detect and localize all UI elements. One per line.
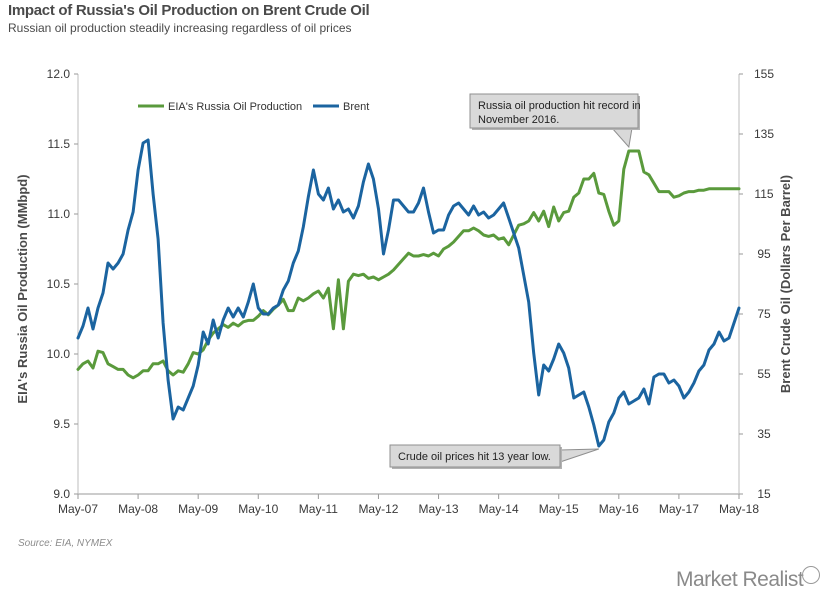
y-right-tick-label: 35 xyxy=(757,427,771,441)
series-line-brent xyxy=(76,138,741,448)
y-left-tick-label: 11.0 xyxy=(48,207,71,221)
annotation-box xyxy=(469,93,639,129)
annotation-text: Russia oil production hit record in xyxy=(478,100,641,112)
y-axis-right-label: Brent Crude Oil (Dollars Per Barrel) xyxy=(778,175,793,393)
source-note: Source: EIA, NYMEX xyxy=(18,538,113,549)
annotation-pointer xyxy=(559,448,599,463)
annotation-text: November 2016. xyxy=(478,114,559,126)
y-left-tick-label: 9.0 xyxy=(53,487,70,501)
series-line-russia-production xyxy=(76,149,741,380)
y-left-tick-label: 10.0 xyxy=(47,347,71,361)
dual-axis-line-chart: 9.0 9.5 10.0 10.5 11.0 11.5 12.0 15 35 55 75 95 115 1… xyxy=(15,67,793,516)
x-tick-label: May-07 xyxy=(58,502,98,516)
x-tick-label: May-17 xyxy=(659,502,699,516)
y-right-tick-label: 95 xyxy=(757,247,771,261)
y-right-tick-label: 55 xyxy=(757,367,771,381)
x-tick-label: May-16 xyxy=(599,502,639,516)
x-tick-label: May-11 xyxy=(299,502,338,516)
legend-label: Brent xyxy=(343,101,369,113)
brand-logo: Market Realist xyxy=(676,568,804,591)
x-tick-label: May-08 xyxy=(118,502,158,516)
y-right-tick-label: 15 xyxy=(757,487,771,501)
x-tick-label: May-10 xyxy=(238,502,278,516)
x-tick-label: May-13 xyxy=(419,502,459,516)
y-right-tick-label: 135 xyxy=(754,127,774,141)
y-left-tick-label: 12.0 xyxy=(47,67,71,81)
x-tick-label: May-15 xyxy=(539,502,579,516)
x-tick-label: May-12 xyxy=(358,502,398,516)
legend-label: EIA's Russia Oil Production xyxy=(168,101,302,113)
y-left-tick-label: 11.5 xyxy=(48,137,71,151)
annotation-text: Crude oil prices hit 13 year low. xyxy=(398,451,551,463)
chart-subtitle: Russian oil production steadily increasi… xyxy=(8,21,352,35)
annotation-box xyxy=(389,444,561,468)
x-tick-label: May-09 xyxy=(178,502,218,516)
y-left-tick-label: 10.5 xyxy=(47,277,71,291)
y-right-tick-label: 75 xyxy=(757,307,771,321)
chart-title: Impact of Russia's Oil Production on Bre… xyxy=(8,2,370,19)
annotation-pointer xyxy=(610,127,633,149)
y-axis-left-label: EIA's Russia Oil Production (MMbpd) xyxy=(15,174,30,403)
y-right-tick-label: 115 xyxy=(754,187,773,201)
y-right-tick-label: 155 xyxy=(754,67,774,81)
x-tick-label: May-18 xyxy=(719,502,759,516)
brand-mark-icon xyxy=(802,566,820,584)
x-tick-label: May-14 xyxy=(479,502,519,516)
y-left-tick-label: 9.5 xyxy=(53,417,70,431)
